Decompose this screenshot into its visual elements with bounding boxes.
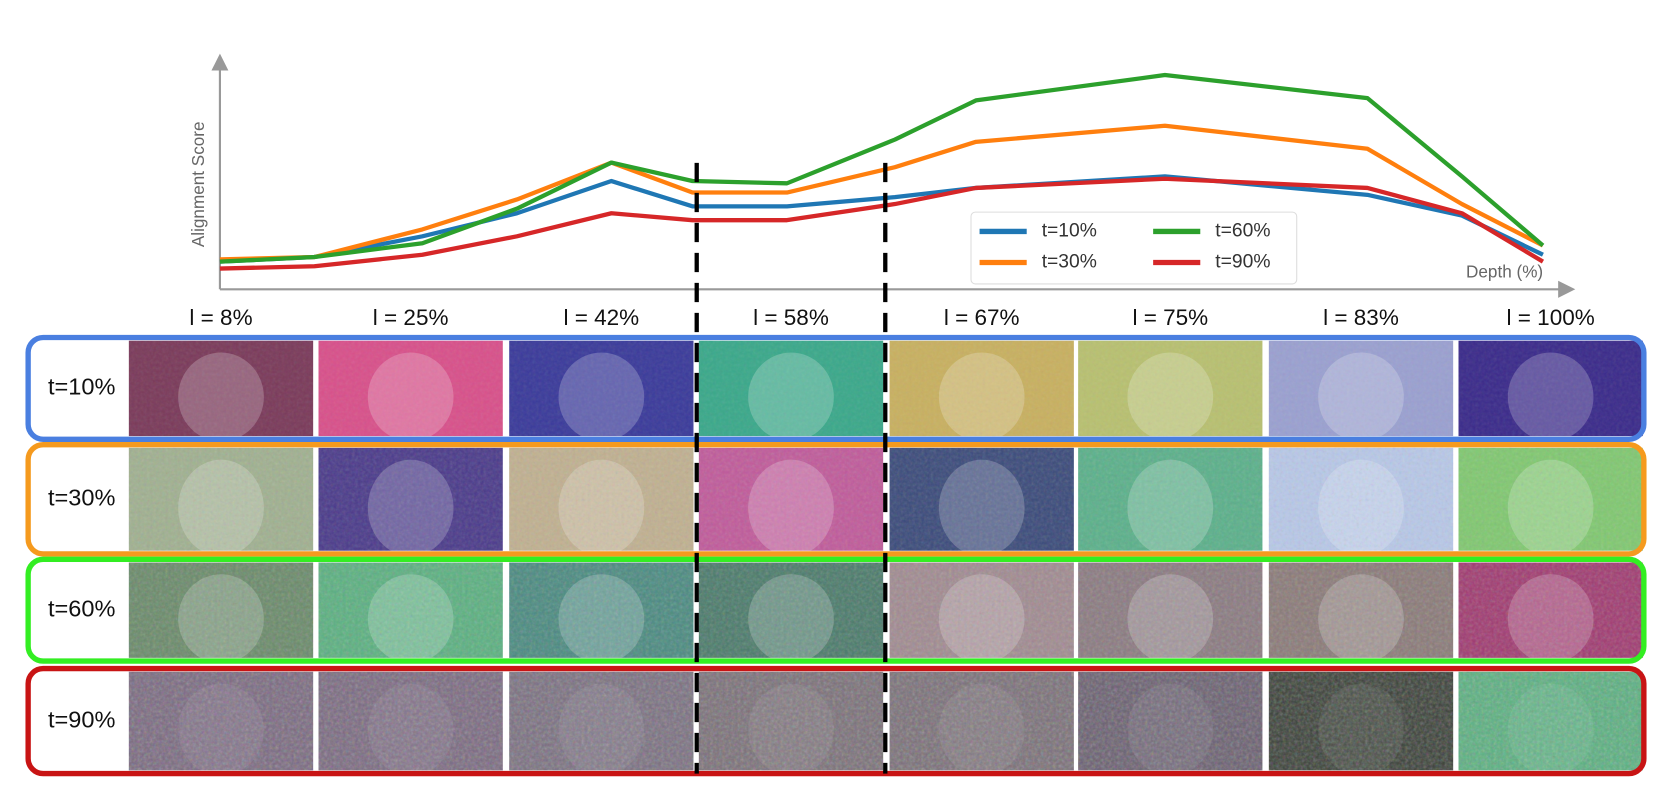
row-frame <box>25 441 1647 557</box>
legend-label: t=90% <box>1215 252 1270 273</box>
thumbnail-noise <box>509 447 694 551</box>
x-axis-label: Depth (%) <box>1466 262 1543 282</box>
line <box>219 72 1545 264</box>
thumbnail-noise <box>1268 562 1454 658</box>
thumbnail-noise <box>889 447 1074 551</box>
thumbnail-noise <box>1458 671 1643 771</box>
thumbnail-noise <box>1078 562 1263 658</box>
thumbnail-noise <box>1078 671 1263 771</box>
thumbnail-noise <box>698 447 884 551</box>
line <box>219 123 1544 262</box>
row-frame <box>25 556 1647 664</box>
thumbnail-noise <box>1078 447 1263 551</box>
y-axis-label: Alignment Score <box>188 121 208 247</box>
legend-label: t=30% <box>1042 252 1097 273</box>
thumbnail-noise <box>128 671 314 771</box>
thumbnail-noise <box>509 671 694 771</box>
thumbnail-noise <box>1458 340 1643 437</box>
column-label: l = 100% <box>1507 305 1595 330</box>
thumbnail-noise <box>698 562 884 658</box>
thumbnail-noise <box>128 340 314 437</box>
thumbnail-noise <box>889 562 1074 658</box>
thumbnail-noise <box>889 340 1074 437</box>
thumbnail-noise <box>1268 671 1454 771</box>
row-label: t=30% <box>48 485 116 511</box>
column-label: l = 83% <box>1323 305 1399 330</box>
thumbnail-noise <box>1268 447 1454 551</box>
thumbnail-noise <box>509 340 694 437</box>
thumbnail-noise <box>318 447 503 551</box>
thumbnail-noise <box>318 562 503 658</box>
column-label: l = 67% <box>944 305 1020 330</box>
thumbnail-noise <box>128 447 314 551</box>
thumbnail-noise <box>318 340 503 437</box>
plot: t=10% t=30% t=60% t=90% <box>219 72 1545 285</box>
thumbnail-noise <box>889 671 1074 771</box>
thumbnail-noise <box>1458 447 1643 551</box>
thumbnail-noise <box>509 562 694 658</box>
thumbnail-noise <box>1458 562 1643 658</box>
line <box>219 176 1545 271</box>
thumbnail-noise <box>318 671 503 771</box>
thumbnail-noise <box>698 671 884 771</box>
thumbnail-noise <box>128 562 314 658</box>
column-label: l = 58% <box>753 305 829 330</box>
thumbnail-noise <box>1268 340 1454 437</box>
legend-box <box>970 211 1298 285</box>
row-label: t=60% <box>48 595 116 621</box>
thumbnail-noise <box>1078 340 1263 437</box>
row-frame <box>25 665 1647 777</box>
column-label: l = 8% <box>189 305 252 330</box>
legend-label: t=10% <box>1042 221 1097 242</box>
line <box>219 174 1544 264</box>
row-frame <box>25 334 1647 442</box>
column-label: l = 75% <box>1132 305 1208 330</box>
row-label: t=10% <box>48 374 116 400</box>
row-label: t=90% <box>48 706 116 732</box>
column-label: l = 25% <box>373 305 449 330</box>
column-label: l = 42% <box>564 305 640 330</box>
image-grid: l = 8% l = 25% l = 42% l = 58% l = 67% l = 75… <box>25 305 1647 777</box>
thumbnail-noise <box>698 340 884 437</box>
legend-label: t=60% <box>1215 221 1270 242</box>
